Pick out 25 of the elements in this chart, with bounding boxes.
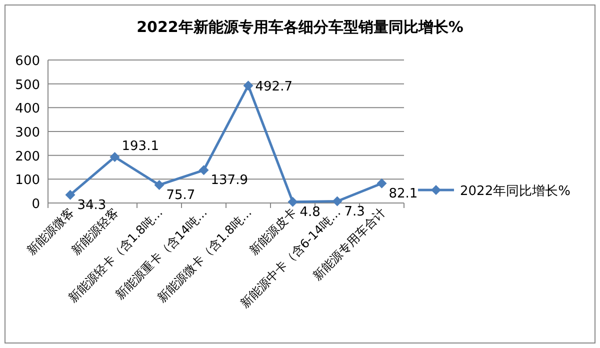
y-tick-label: 200: [15, 149, 40, 164]
data-label: 34.3: [77, 198, 106, 213]
data-label: 82.1: [388, 186, 418, 202]
point: [243, 80, 254, 91]
data-label: 137.9: [210, 173, 248, 188]
data-label: 492.7: [255, 80, 292, 95]
y-tick-label: 100: [15, 173, 40, 188]
chart-title: 2022年新能源专用车各细分车型销量同比增长%: [136, 18, 464, 36]
y-tick-label: 500: [15, 78, 40, 93]
data-label: 193.1: [122, 138, 159, 154]
data-label: 75.7: [166, 188, 196, 203]
legend-label: 2022年同比增长%: [460, 184, 570, 199]
data-label: 7.3: [344, 204, 365, 220]
point: [154, 180, 164, 190]
point: [110, 152, 120, 162]
y-tick-label: 600: [15, 54, 40, 69]
y-tick-label: 0: [32, 197, 40, 212]
data-label: 4.8: [300, 204, 320, 220]
point: [198, 165, 209, 176]
point: [65, 190, 76, 200]
y-tick-label: 400: [15, 102, 40, 117]
point: [376, 178, 387, 188]
point: [332, 196, 342, 206]
y-tick-label: 300: [15, 126, 40, 140]
point: [288, 196, 298, 207]
